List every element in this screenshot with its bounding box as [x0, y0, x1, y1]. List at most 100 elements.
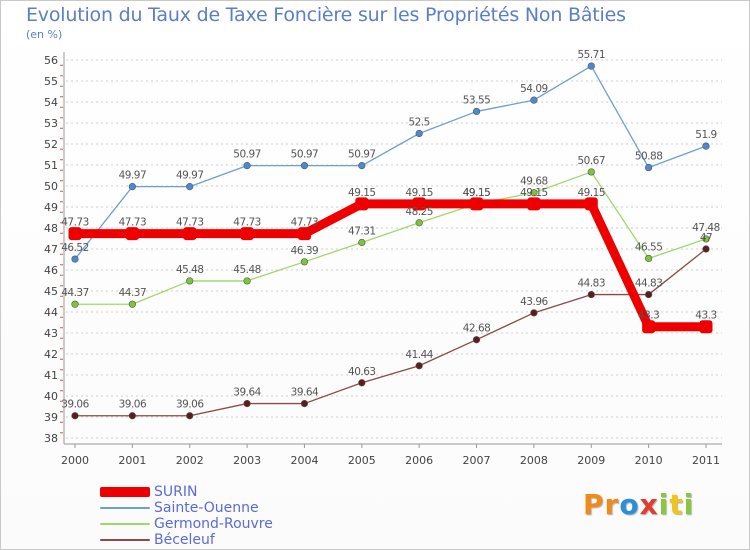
- series-line-SURIN: [70, 199, 711, 332]
- y-tick-label: 45: [44, 285, 58, 298]
- data-point: [186, 277, 194, 285]
- data-point: [587, 62, 595, 70]
- logo-letter: o: [619, 488, 640, 521]
- x-tick-label: 2007: [463, 454, 491, 467]
- data-label: 46.52: [61, 242, 89, 254]
- x-tick-label: 2004: [290, 454, 318, 467]
- y-tick-label: 48: [44, 222, 58, 235]
- data-label: 50.97: [291, 149, 319, 161]
- data-label: 49.15: [577, 187, 605, 199]
- data-label: 39.64: [291, 387, 319, 399]
- data-label: 49.15: [463, 187, 491, 199]
- data-point: [415, 129, 423, 138]
- data-label: 55.71: [577, 49, 605, 61]
- data-point: [300, 258, 309, 266]
- legend-swatch: [100, 539, 150, 541]
- data-point: [243, 162, 251, 170]
- y-tick-label: 39: [44, 411, 58, 424]
- data-point: [243, 399, 251, 408]
- data-point: [645, 163, 653, 172]
- data-point: [702, 142, 710, 150]
- y-tick-label: 47: [44, 243, 58, 256]
- data-label: 50.97: [233, 149, 261, 161]
- data-label: 44.37: [61, 287, 89, 299]
- data-point: [243, 277, 251, 285]
- chart-subtitle: (en %): [26, 28, 63, 41]
- y-tick-label: 53: [44, 117, 58, 130]
- y-tick-label: 46: [44, 264, 58, 277]
- data-label: 42.68: [463, 323, 491, 335]
- data-point: [415, 219, 423, 227]
- data-point: [71, 255, 79, 263]
- data-label: 45.48: [233, 264, 261, 276]
- data-point: [355, 197, 369, 211]
- data-label: 47.73: [61, 217, 89, 229]
- data-label: 46.39: [291, 245, 319, 257]
- data-point: [358, 238, 366, 247]
- y-tick-label: 42: [44, 348, 58, 361]
- x-tick-label: 2008: [520, 454, 548, 467]
- x-tick-label: 2000: [61, 454, 89, 467]
- x-tick-label: 2009: [577, 454, 605, 467]
- x-tick-label: 2002: [176, 454, 204, 467]
- data-point: [240, 227, 254, 241]
- legend-label: Sainte-Ouenne: [154, 500, 259, 516]
- data-label: 49.15: [463, 187, 491, 199]
- x-tick-label: 2005: [348, 454, 376, 467]
- data-label: 45.48: [176, 264, 204, 276]
- x-tick-label: 2006: [405, 454, 433, 467]
- data-point: [702, 245, 710, 253]
- series-line-Sainte-Ouenne: [74, 65, 707, 260]
- legend-swatch: [100, 523, 150, 525]
- data-point: [183, 227, 197, 241]
- data-point: [472, 336, 481, 344]
- data-label: 39.06: [176, 399, 204, 411]
- data-label: 44.83: [577, 278, 605, 290]
- logo-letter: P: [583, 488, 605, 521]
- data-point: [128, 412, 136, 420]
- y-tick-label: 43: [44, 327, 58, 340]
- data-label: 50.88: [635, 151, 663, 163]
- legend-item: Germond-Rouvre: [100, 516, 273, 532]
- y-tick-label: 55: [44, 75, 58, 88]
- chart-title: Evolution du Taux de Taxe Foncière sur l…: [26, 4, 626, 26]
- data-point: [358, 162, 366, 170]
- data-label: 47.73: [119, 217, 147, 229]
- data-label: 47.48: [692, 222, 720, 234]
- series-line-Béceleuf: [74, 248, 707, 417]
- proxiti-logo: Proxiti: [583, 488, 694, 521]
- data-point: [71, 412, 79, 420]
- data-point: [186, 183, 194, 191]
- data-label: 51.9: [695, 129, 716, 141]
- logo-letter: i: [683, 488, 695, 521]
- x-tick-label: 2003: [233, 454, 261, 467]
- data-label: 47.73: [176, 217, 204, 229]
- legend-label: Béceleuf: [154, 532, 215, 548]
- data-point: [530, 309, 538, 317]
- y-tick-label: 40: [44, 390, 58, 403]
- data-label: 49.97: [119, 170, 147, 182]
- data-point: [128, 300, 136, 308]
- legend-item: Béceleuf: [100, 532, 273, 548]
- data-label: 44.37: [119, 287, 147, 299]
- legend-label: SURIN: [154, 484, 198, 500]
- data-label: 50.67: [577, 155, 605, 167]
- data-point: [530, 96, 538, 104]
- x-tick-label: 2001: [118, 454, 146, 467]
- y-tick-label: 44: [44, 306, 58, 319]
- data-point: [472, 107, 481, 116]
- data-point: [412, 197, 426, 211]
- data-point: [297, 227, 311, 241]
- data-point: [470, 197, 484, 211]
- series-line-Germond-Rouvre: [74, 171, 707, 305]
- y-tick-label: 54: [44, 96, 58, 109]
- data-label: 41.44: [405, 349, 433, 361]
- data-point: [587, 168, 595, 176]
- data-label: 39.06: [61, 399, 89, 411]
- data-point: [587, 290, 595, 299]
- data-label: 39.06: [119, 399, 147, 411]
- data-label: 43.96: [520, 296, 548, 308]
- data-label: 39.64: [233, 387, 261, 399]
- data-label: 49.15: [405, 187, 433, 199]
